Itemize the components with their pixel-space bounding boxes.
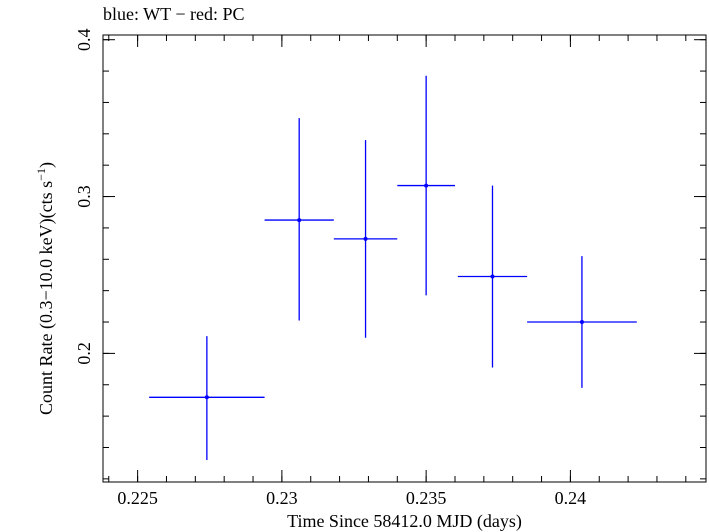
data-marker <box>204 395 209 400</box>
x-tick-label: 0.23 <box>266 488 298 508</box>
x-tick-label: 0.235 <box>406 488 447 508</box>
data-point <box>527 256 637 388</box>
y-tick-label: 0.3 <box>74 185 94 208</box>
axis-ticks <box>103 35 706 482</box>
y-axis-title: Count Rate (0.3−10.0 keV)(cts s−1) <box>34 162 57 415</box>
y-tick-label: 0.4 <box>74 28 94 51</box>
y-tick-labels: 0.2 0.3 0.4 <box>74 28 94 364</box>
data-point <box>457 185 528 368</box>
y-tick-label: 0.2 <box>74 342 94 365</box>
x-axis-title: Time Since 58412.0 MJD (days) <box>287 511 522 532</box>
x-tick-labels: 0.225 0.23 0.235 0.24 <box>117 488 586 508</box>
data-marker <box>297 218 302 223</box>
y-axis-title-close: ) <box>36 162 57 168</box>
data-point <box>149 336 265 461</box>
data-marker <box>363 236 368 241</box>
x-tick-label: 0.225 <box>117 488 158 508</box>
plot-frame <box>102 34 707 483</box>
y-axis-title-main: Count Rate (0.3−10.0 keV)(cts s <box>36 181 57 415</box>
data-point <box>333 140 398 338</box>
y-axis-title-exponent: −1 <box>34 168 48 181</box>
data-point <box>397 75 455 296</box>
data-point <box>264 118 334 321</box>
data-points <box>149 75 637 461</box>
data-marker <box>579 320 584 325</box>
data-marker <box>490 274 495 279</box>
x-tick-label: 0.24 <box>555 488 587 508</box>
chart-title: blue: WT − red: PC <box>103 4 245 24</box>
data-marker <box>424 183 429 188</box>
